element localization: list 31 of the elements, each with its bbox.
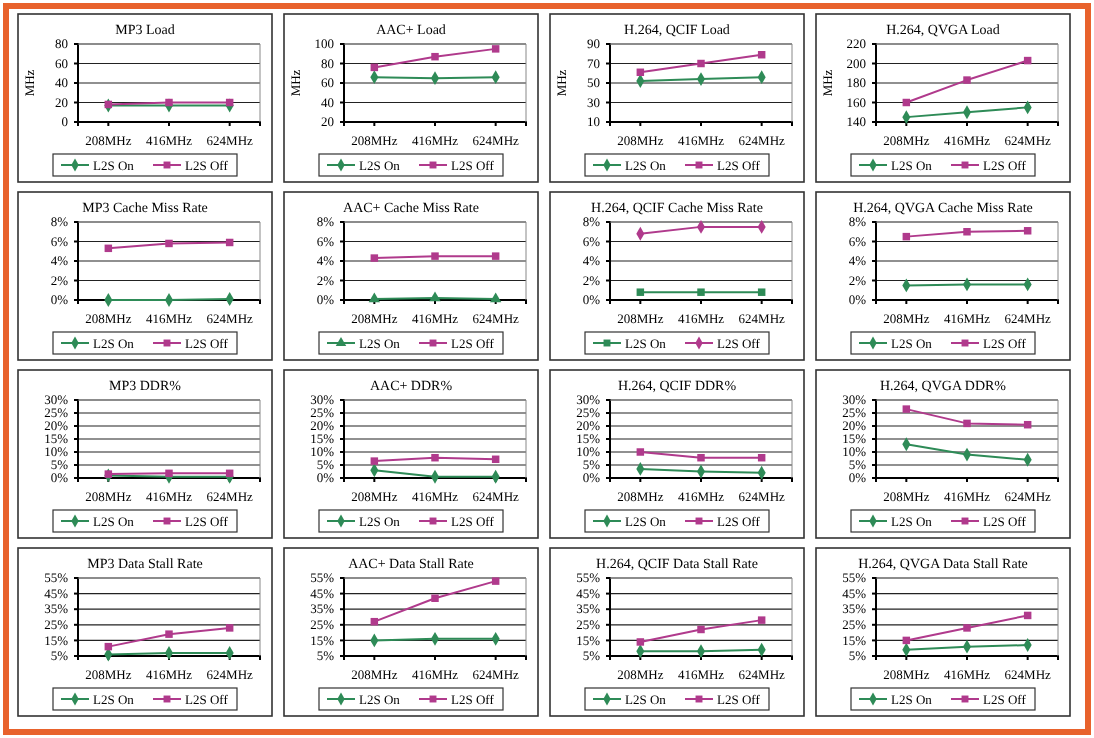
point <box>963 228 971 236</box>
point <box>491 577 500 585</box>
point <box>697 625 705 634</box>
point <box>491 45 500 53</box>
point <box>165 239 173 248</box>
point <box>636 448 645 456</box>
point <box>431 52 439 61</box>
point <box>370 457 379 465</box>
point <box>697 288 705 296</box>
point <box>429 291 441 302</box>
point <box>636 638 645 646</box>
point <box>757 616 766 624</box>
point <box>963 624 971 632</box>
point <box>697 59 705 68</box>
point <box>370 254 379 262</box>
point <box>757 288 766 296</box>
point <box>902 405 911 413</box>
point <box>431 594 439 603</box>
point <box>489 292 502 303</box>
point <box>368 292 381 303</box>
point <box>636 288 645 296</box>
point <box>963 419 971 428</box>
point <box>491 252 500 260</box>
point <box>431 252 439 260</box>
point <box>164 293 174 307</box>
point <box>431 453 439 462</box>
point <box>963 76 971 84</box>
point <box>225 624 234 632</box>
point <box>165 630 173 638</box>
point <box>1023 227 1032 235</box>
point <box>697 453 705 462</box>
